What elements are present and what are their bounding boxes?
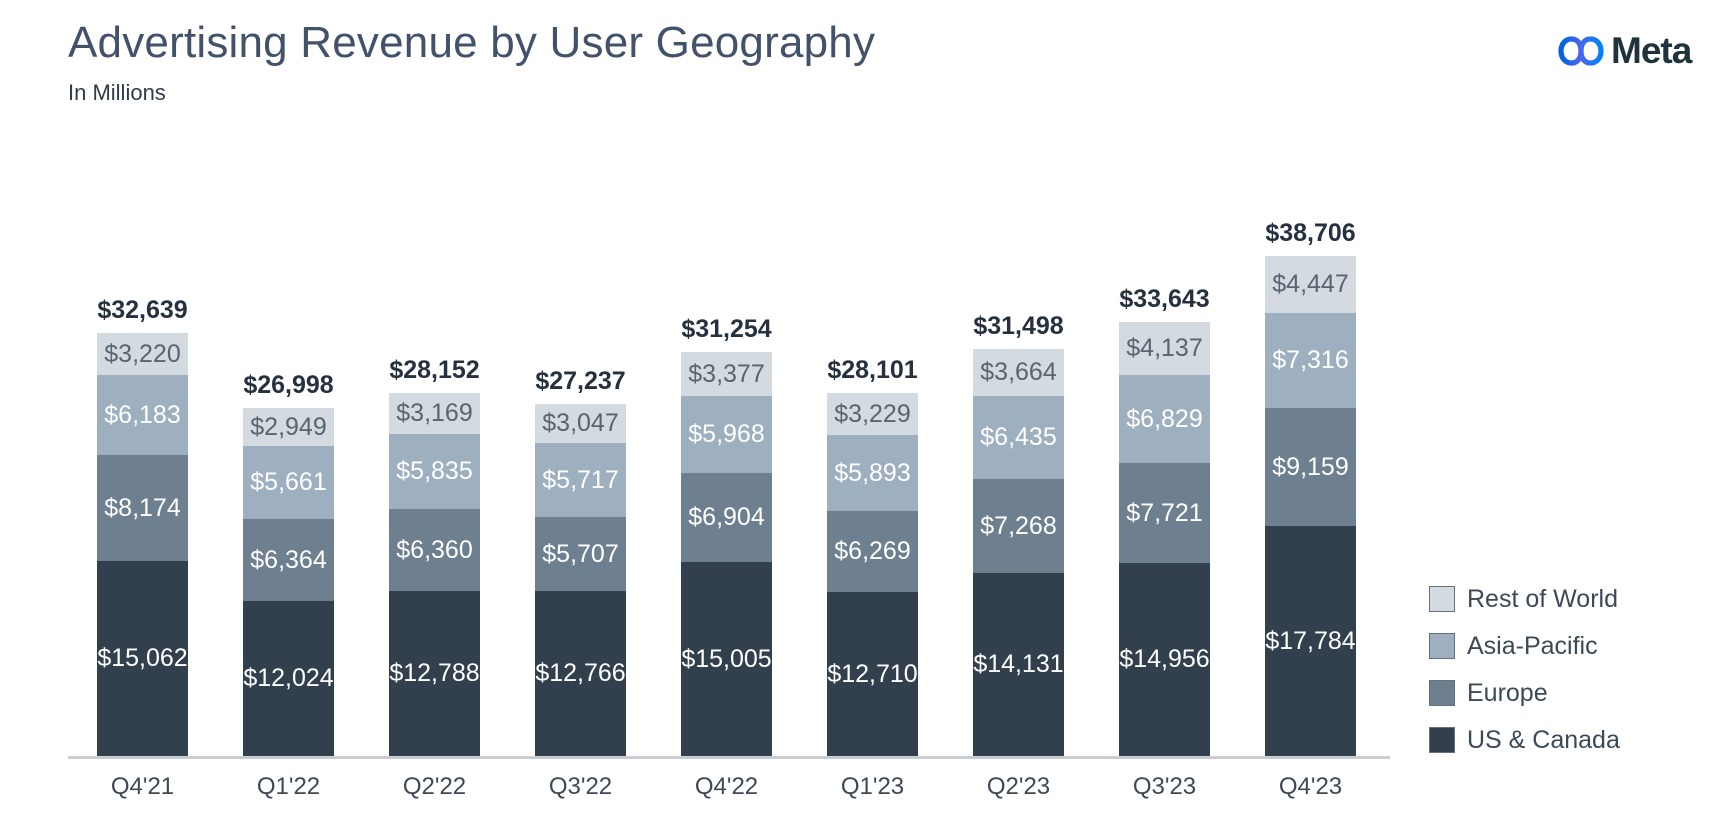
bar-q123: $28,101 $3,229 $5,893 $6,269 $12,710 [827, 356, 918, 756]
legend-item-asia-pacific: Asia-Pacific [1429, 632, 1620, 660]
bar-q422: $31,254 $3,377 $5,968 $6,904 $15,005 [681, 315, 772, 756]
segment-rest-of-world: $3,169 [389, 393, 480, 434]
segment-europe: $6,904 [681, 473, 772, 562]
x-tick-label: Q3'22 [548, 773, 613, 800]
segment-asia-pacific: $5,717 [535, 443, 626, 517]
bar-q122: $26,998 $2,949 $5,661 $6,364 $12,024 [243, 371, 334, 756]
stacked-bar-chart: $32,639 $3,220 $6,183 $8,174 $15,062 $26,998 $… [68, 160, 1390, 805]
segment-asia-pacific: $5,835 [389, 434, 480, 509]
legend-swatch-europe [1429, 680, 1455, 706]
bars: $32,639 $3,220 $6,183 $8,174 $15,062 $26,998 $… [97, 219, 1356, 756]
bar-total-label: $31,498 [973, 312, 1064, 340]
segment-asia-pacific: $5,661 [243, 446, 334, 519]
segment-europe: $6,360 [389, 509, 480, 591]
legend-swatch-rest-of-world [1429, 586, 1455, 612]
segment-rest-of-world: $2,949 [243, 408, 334, 446]
bar-total-label: $28,101 [827, 356, 918, 384]
segment-us-canada: $14,956 [1119, 563, 1210, 756]
segment-rest-of-world: $3,664 [973, 349, 1064, 396]
legend-item-europe: Europe [1429, 679, 1620, 707]
x-tick-label: Q4'22 [694, 773, 759, 800]
legend-label: Europe [1467, 678, 1548, 707]
segment-us-canada: $12,788 [389, 591, 480, 756]
legend-label: US & Canada [1467, 725, 1620, 754]
legend-label: Asia-Pacific [1467, 631, 1598, 660]
bar-total-label: $27,237 [535, 367, 626, 395]
segment-europe: $6,364 [243, 519, 334, 601]
segment-asia-pacific: $5,968 [681, 396, 772, 473]
x-tick-label: Q4'23 [1278, 773, 1343, 800]
segment-us-canada: $12,710 [827, 592, 918, 756]
segment-us-canada: $12,024 [243, 601, 334, 756]
x-axis-baseline [68, 756, 1390, 759]
x-tick-label: Q2'23 [986, 773, 1051, 800]
page-subtitle: In Millions [68, 80, 166, 105]
bar-q222: $28,152 $3,169 $5,835 $6,360 $12,788 [389, 356, 480, 756]
segment-asia-pacific: $7,316 [1265, 313, 1356, 408]
x-tick-label: Q3'23 [1132, 773, 1197, 800]
legend-item-rest-of-world: Rest of World [1429, 585, 1620, 613]
meta-wordmark: Meta [1611, 30, 1692, 71]
segment-us-canada: $12,766 [535, 591, 626, 756]
bar-total-label: $28,152 [389, 356, 480, 384]
bar-total-label: $33,643 [1119, 285, 1210, 313]
segment-asia-pacific: $6,183 [97, 375, 188, 455]
segment-rest-of-world: $3,377 [681, 352, 772, 396]
bar-total-label: $26,998 [243, 371, 334, 399]
meta-infinity-icon [1558, 35, 1604, 67]
segment-asia-pacific: $6,829 [1119, 375, 1210, 463]
segment-asia-pacific: $5,893 [827, 435, 918, 511]
bar-total-label: $38,706 [1265, 219, 1356, 247]
bar-total-label: $32,639 [97, 296, 188, 324]
segment-us-canada: $15,062 [97, 561, 188, 756]
x-tick-label: Q1'22 [256, 773, 321, 800]
segment-rest-of-world: $3,229 [827, 393, 918, 435]
bar-q323: $33,643 $4,137 $6,829 $7,721 $14,956 [1119, 285, 1210, 756]
legend-swatch-asia-pacific [1429, 633, 1455, 659]
segment-europe: $7,268 [973, 479, 1064, 573]
x-tick-label: Q1'23 [840, 773, 905, 800]
bar-q423: $38,706 $4,447 $7,316 $9,159 $17,784 [1265, 219, 1356, 756]
x-tick-label: Q4'21 [110, 773, 175, 800]
chart-legend: Rest of World Asia-Pacific Europe US & Cana… [1429, 585, 1620, 773]
segment-europe: $7,721 [1119, 463, 1210, 563]
x-axis-labels: Q4'21 Q1'22 Q2'22 Q3'22 Q4'22 Q1'23 Q2'23 Q3'23… [97, 773, 1356, 801]
segment-rest-of-world: $4,447 [1265, 256, 1356, 313]
segment-us-canada: $14,131 [973, 573, 1064, 756]
segment-rest-of-world: $3,047 [535, 404, 626, 443]
legend-item-us-canada: US & Canada [1429, 726, 1620, 754]
bar-total-label: $31,254 [681, 315, 772, 343]
segment-rest-of-world: $4,137 [1119, 322, 1210, 375]
x-tick-label: Q2'22 [402, 773, 467, 800]
legend-swatch-us-canada [1429, 727, 1455, 753]
bar-q223: $31,498 $3,664 $6,435 $7,268 $14,131 [973, 312, 1064, 756]
segment-europe: $6,269 [827, 511, 918, 592]
segment-europe: $8,174 [97, 455, 188, 561]
page-title: Advertising Revenue by User Geography [68, 18, 876, 67]
segment-europe: $9,159 [1265, 408, 1356, 526]
bar-q421: $32,639 $3,220 $6,183 $8,174 $15,062 [97, 296, 188, 756]
segment-us-canada: $17,784 [1265, 526, 1356, 756]
segment-asia-pacific: $6,435 [973, 396, 1064, 479]
legend-label: Rest of World [1467, 584, 1618, 613]
meta-logo: Meta [1558, 30, 1692, 72]
segment-europe: $5,707 [535, 517, 626, 591]
segment-rest-of-world: $3,220 [97, 333, 188, 375]
segment-us-canada: $15,005 [681, 562, 772, 756]
bar-q322: $27,237 $3,047 $5,717 $5,707 $12,766 [535, 367, 626, 756]
